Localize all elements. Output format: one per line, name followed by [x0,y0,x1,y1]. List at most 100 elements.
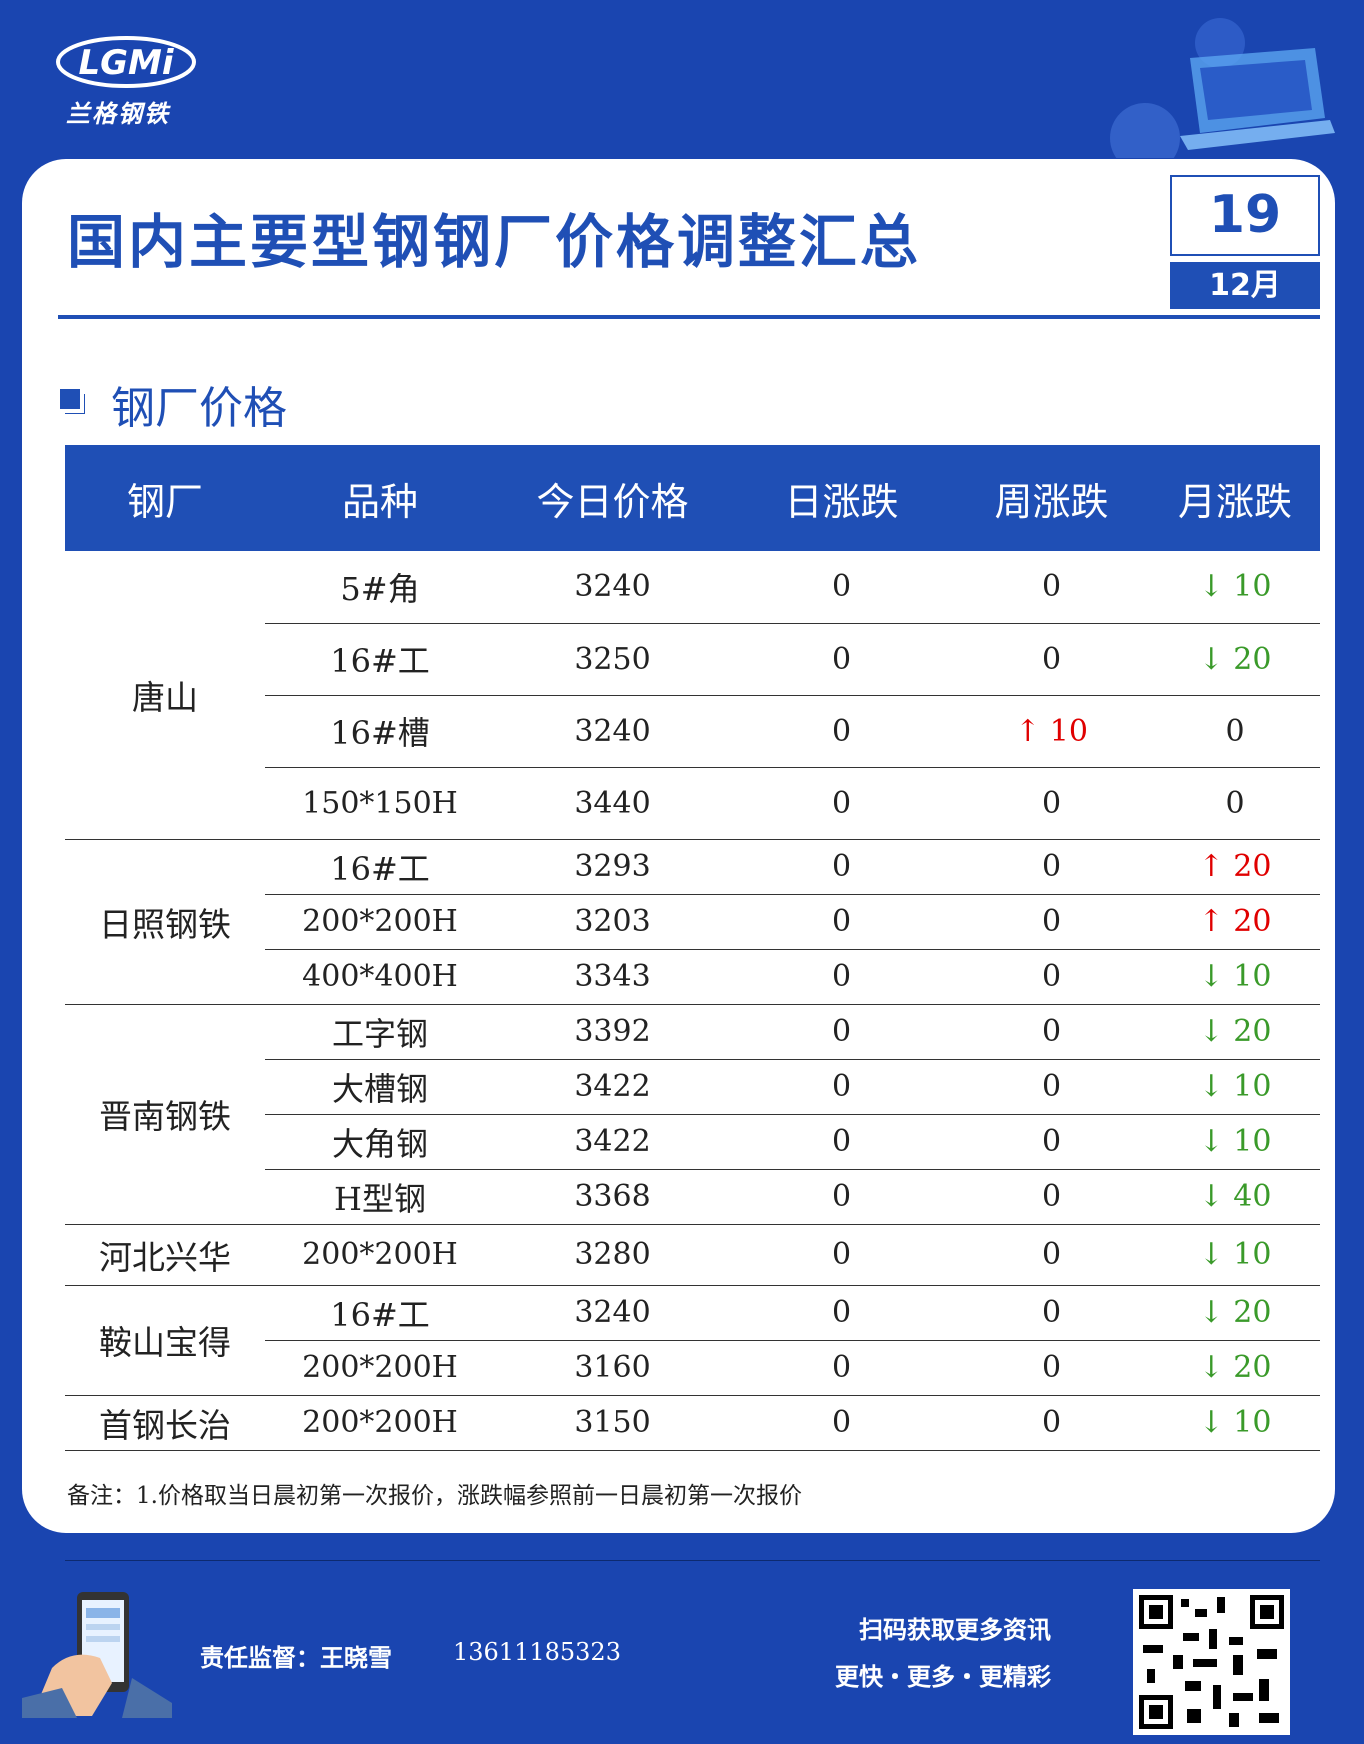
cell: 16#工 [265,839,495,895]
mill-cell: 日照钢铁 [65,839,265,1005]
cell: 0 [953,1340,1150,1396]
table-row: 200*200H 3203 0 0 ↑ 20 [65,894,1320,950]
cell: 16#工 [265,1285,495,1341]
table-row: 150*150H 3440 0 0 0 [65,767,1320,840]
cell: ↑ 20 [1150,839,1320,895]
cell: ↓ 10 [1150,551,1320,624]
table-row: H型钢 3368 0 0 ↓ 40 [65,1169,1320,1225]
column-header: 品种 [265,445,495,551]
cell: 0 [730,767,953,840]
cell: ↓ 20 [1150,623,1320,696]
cell: ↓ 20 [1150,1004,1320,1060]
logo-text: LGMi [78,43,174,83]
cell: 3203 [495,894,730,950]
cell: 0 [953,1285,1150,1341]
cell: 0 [730,1395,953,1451]
price-table: 钢厂 品种 今日价格 日涨跌 周涨跌 月涨跌 唐山 5#角 3240 0 0 ↓ 10 16#工 325… [65,445,1320,1451]
cell: 3240 [495,695,730,768]
table-row: 首钢长治 200*200H 3150 0 0 ↓ 10 [65,1395,1320,1451]
cell: 5#角 [265,551,495,624]
cell: 3293 [495,839,730,895]
cell: 3422 [495,1059,730,1115]
phone: 13611185323 [453,1638,621,1666]
cell: 150*150H [265,767,495,840]
cell: 3250 [495,623,730,696]
cell: 200*200H [265,1340,495,1396]
mill-cell: 鞍山宝得 [65,1285,265,1396]
cell: ↓ 40 [1150,1169,1320,1225]
cell: 16#槽 [265,695,495,768]
table-row: 16#槽 3240 0 ↑ 10 0 [65,695,1320,768]
section-icon [60,389,80,409]
cell: 3160 [495,1340,730,1396]
cell: 3440 [495,767,730,840]
cell: 0 [953,839,1150,895]
cell: 0 [953,551,1150,624]
table-row: 日照钢铁 16#工 3293 0 0 ↑ 20 [65,839,1320,1005]
table-body: 唐山 5#角 3240 0 0 ↓ 10 16#工 3250 0 0 ↓ 20 16#槽 3240 0 ↑ … [65,551,1320,1451]
cell: 0 [953,894,1150,950]
cell: 16#工 [265,623,495,696]
note: 备注：1.价格取当日晨初第一次报价，涨跌幅参照前一日晨初第一次报价 [67,1483,802,1509]
footer-rule [65,1560,1320,1561]
cell: 大角钢 [265,1114,495,1170]
supervisor: 责任监督：王晓雪 [200,1643,392,1672]
table-row: 大角钢 3422 0 0 ↓ 10 [65,1114,1320,1170]
cell: 0 [730,551,953,624]
date-month: 12月 [1170,262,1320,309]
cell: 3240 [495,551,730,624]
cell: 0 [953,1004,1150,1060]
cell: 0 [730,1285,953,1341]
cell: ↓ 20 [1150,1285,1320,1341]
cell: 0 [730,695,953,768]
cell: ↓ 10 [1150,1114,1320,1170]
cell: 0 [953,949,1150,1005]
cell: 0 [953,623,1150,696]
cell: 0 [730,1004,953,1060]
cell: 0 [730,1114,953,1170]
cell: 3368 [495,1169,730,1225]
table-row: 大槽钢 3422 0 0 ↓ 10 [65,1059,1320,1115]
cell: H型钢 [265,1169,495,1225]
cell: 0 [730,839,953,895]
cell: 3392 [495,1004,730,1060]
decoration [1110,18,1335,158]
cell: 0 [953,1059,1150,1115]
table-row: 唐山 5#角 3240 0 0 ↓ 10 [65,551,1320,840]
column-header: 钢厂 [65,445,265,551]
qr-caption: 扫码获取更多资讯 [859,1615,1051,1644]
logo-subtitle: 兰格钢铁 [66,100,170,128]
section-title: 钢厂价格 [111,383,287,434]
cell: 0 [730,894,953,950]
table-row: 晋南钢铁 工字钢 3392 0 0 ↓ 20 [65,1004,1320,1225]
slogan: 更快・更多・更精彩 [835,1662,1051,1691]
cell: ↓ 10 [1150,1224,1320,1286]
cell: 0 [730,949,953,1005]
table-row: 16#工 3250 0 0 ↓ 20 [65,623,1320,696]
cell: ↓ 10 [1150,949,1320,1005]
mill-cell: 首钢长治 [65,1395,265,1451]
cell: ↓ 10 [1150,1059,1320,1115]
phone-illustration [22,1592,172,1718]
cell: 0 [953,1114,1150,1170]
cell: ↓ 10 [1150,1395,1320,1451]
cell: 200*200H [265,1224,495,1286]
qr-code [1133,1589,1290,1735]
title: 国内主要型钢钢厂价格调整汇总 [67,208,922,276]
title-rule [58,315,1320,319]
mill-cell: 河北兴华 [65,1224,265,1286]
column-header: 日涨跌 [730,445,953,551]
table-row: 200*200H 3160 0 0 ↓ 20 [65,1340,1320,1396]
cell: ↑ 20 [1150,894,1320,950]
cell: 0 [730,1169,953,1225]
cell: 0 [953,1169,1150,1225]
column-header: 月涨跌 [1150,445,1320,551]
table-row: 鞍山宝得 16#工 3240 0 0 ↓ 20 [65,1285,1320,1396]
cell: 0 [953,1395,1150,1451]
cell: 大槽钢 [265,1059,495,1115]
header-row: 钢厂 品种 今日价格 日涨跌 周涨跌 月涨跌 [65,445,1320,551]
column-header: 今日价格 [495,445,730,551]
cell: 0 [1150,695,1320,768]
